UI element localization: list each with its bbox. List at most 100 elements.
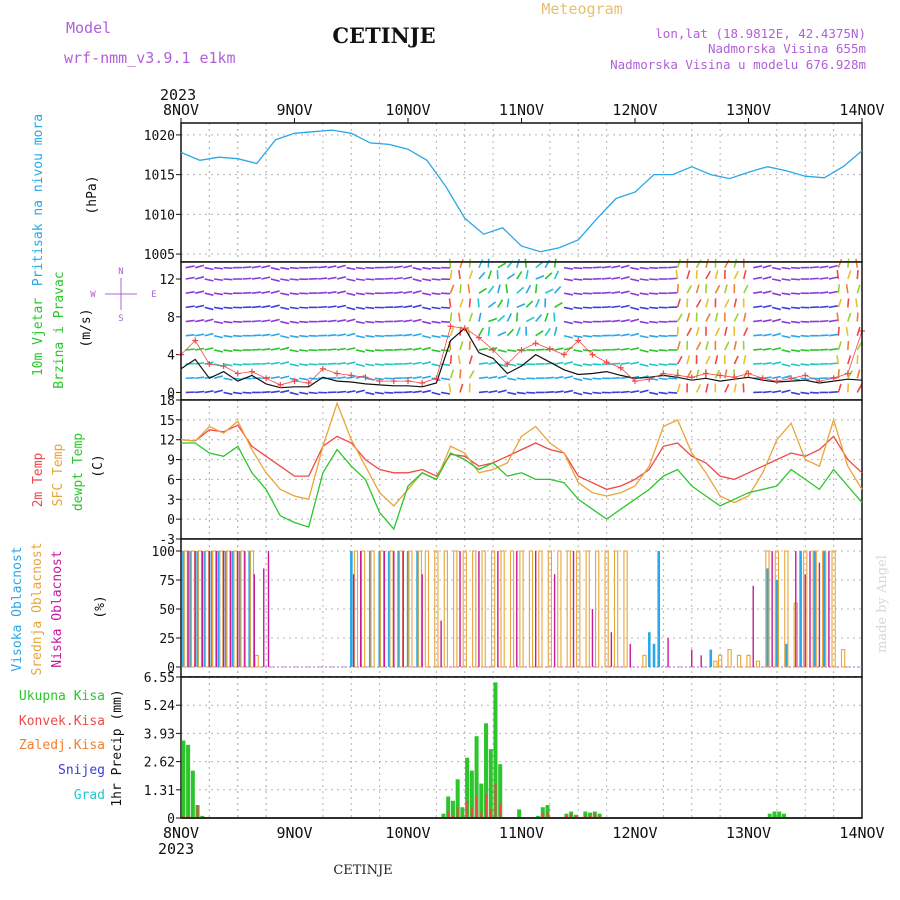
cloud-mid-bar — [784, 550, 789, 668]
year-top: 2023 — [160, 86, 196, 104]
precip-convective-bar — [541, 813, 544, 818]
ytick-label: 0 — [167, 661, 175, 676]
cloud-mid-bar — [481, 550, 486, 668]
meteogram-label: Meteogram — [541, 0, 622, 18]
cloud-mid-bar — [443, 550, 448, 668]
cloud-mid-bar — [408, 550, 413, 668]
precip-total-bar — [564, 813, 569, 818]
precip-legend-conv: Konvek.Kisa — [19, 714, 105, 729]
precip-legend-grad: Grad — [74, 788, 105, 803]
date-label-bottom: 9NOV — [276, 824, 312, 842]
precip-convective-bar — [466, 800, 469, 818]
date-label-bottom: 13NOV — [726, 824, 771, 842]
date-label-top: 11NOV — [499, 101, 544, 119]
model-label: Model — [66, 19, 111, 37]
temp-unit: (C) — [91, 454, 106, 477]
precip-total-bar — [597, 813, 602, 818]
cloud-title-low: Niska Oblacnost — [50, 550, 65, 667]
precip-total-bar — [441, 813, 446, 818]
cloud-high-bar — [224, 551, 228, 667]
cloud-mid-bar — [462, 550, 467, 668]
temperature-panel: -3 0 3 6 9 12 15 18 — [159, 394, 863, 548]
compass-south: S — [118, 314, 123, 324]
cloud-title-mid: Srednja Oblacnost — [30, 542, 45, 675]
precip-total-bar — [474, 736, 479, 818]
cloud-mid-bar — [746, 654, 751, 668]
precip-total-bar — [493, 682, 498, 818]
cloud-mid-bar — [755, 660, 761, 668]
pressure-title: Pritisak na nivou mora — [31, 114, 46, 286]
precip-convective-bar — [494, 783, 497, 818]
wind-unit: (m/s) — [79, 308, 94, 347]
cloud-high-bar — [217, 551, 221, 667]
cloud-high-bar — [210, 551, 214, 667]
cloud-high-bar — [406, 551, 410, 667]
precip-total-bar — [465, 757, 470, 818]
cloud-high-bar — [248, 551, 251, 667]
cloud-mid-bar — [233, 550, 238, 668]
precip-convective-bar — [589, 815, 592, 818]
precip-total-bar — [536, 815, 541, 818]
cloud-mid-bar — [211, 550, 217, 668]
credit-watermark: made by Angel — [875, 555, 890, 653]
precip-total-bar — [540, 807, 545, 818]
precip-total-bar — [772, 811, 777, 818]
date-label-bottom: 8NOV — [163, 824, 199, 842]
cloud-mid-bar — [183, 550, 188, 668]
precip-convective-bar — [546, 811, 549, 818]
cloud-mid-bar — [500, 550, 505, 668]
pressure-unit: (hPa) — [85, 175, 100, 214]
precip-legend-snow: Snijeg — [58, 763, 105, 778]
cloud-mid-bar — [417, 550, 422, 668]
cloud-high-bar — [785, 643, 788, 667]
precip-total-bar — [446, 796, 451, 818]
date-label-bottom: 12NOV — [612, 824, 657, 842]
cloud-mid-bar — [595, 550, 600, 668]
compass-north: N — [118, 267, 123, 277]
cloud-mid-bar — [774, 550, 780, 668]
ytick-label: 3.93 — [144, 727, 175, 742]
cloud-high-bar — [822, 551, 826, 667]
ytick-label: 4 — [167, 349, 175, 364]
precip-convective-bar — [470, 807, 473, 818]
ytick-label: 0 — [167, 513, 175, 528]
cloud-high-bar — [203, 551, 207, 667]
cloud-mid-bar — [490, 550, 496, 668]
ytick-label: 75 — [159, 574, 175, 589]
ytick-label: 5.24 — [144, 699, 175, 714]
precip-convective-bar — [475, 796, 478, 818]
precip-total-bar — [186, 744, 191, 818]
date-label-top: 8NOV — [163, 101, 199, 119]
date-label-top: 9NOV — [276, 101, 312, 119]
cloud-mid-bar — [642, 654, 647, 668]
wind-title-1: 10m Vjetar — [31, 298, 46, 376]
cloud-mid-bar — [370, 550, 375, 668]
cloud-mid-bar — [472, 550, 477, 668]
year-bottom: 2023 — [158, 840, 194, 858]
ytick-label: 100 — [152, 545, 175, 560]
ytick-label: -3 — [159, 533, 175, 548]
ytick-label: 9 — [167, 454, 175, 469]
cloud-high-bar — [196, 551, 199, 667]
cloud-high-bar — [813, 551, 817, 667]
cloud-mid-bar — [398, 550, 404, 668]
precip-convective-bar — [489, 809, 492, 818]
cloud-mid-bar — [519, 550, 524, 668]
cloud-unit: (%) — [93, 595, 108, 618]
ytick-label: 3 — [167, 493, 175, 508]
compass-rose: N W E S — [90, 267, 156, 324]
cloud-mid-bar — [249, 550, 255, 668]
ytick-label: 1.31 — [144, 784, 175, 799]
cloud-mid-bar — [379, 550, 385, 668]
ytick-label: 0 — [167, 812, 175, 827]
precip-convective-bar — [565, 815, 568, 818]
cloud-mid-bar — [831, 550, 836, 668]
cloud-mid-bar — [557, 550, 562, 668]
cloud-mid-bar — [727, 649, 732, 668]
precip-convective-bar — [196, 805, 199, 818]
temp-title-2: SFC Temp — [51, 444, 66, 507]
cloud-high-bar — [397, 551, 400, 667]
cloud-mid-bar — [613, 550, 619, 668]
precip-total-bar — [469, 770, 474, 818]
ytick-label: 15 — [159, 414, 175, 429]
